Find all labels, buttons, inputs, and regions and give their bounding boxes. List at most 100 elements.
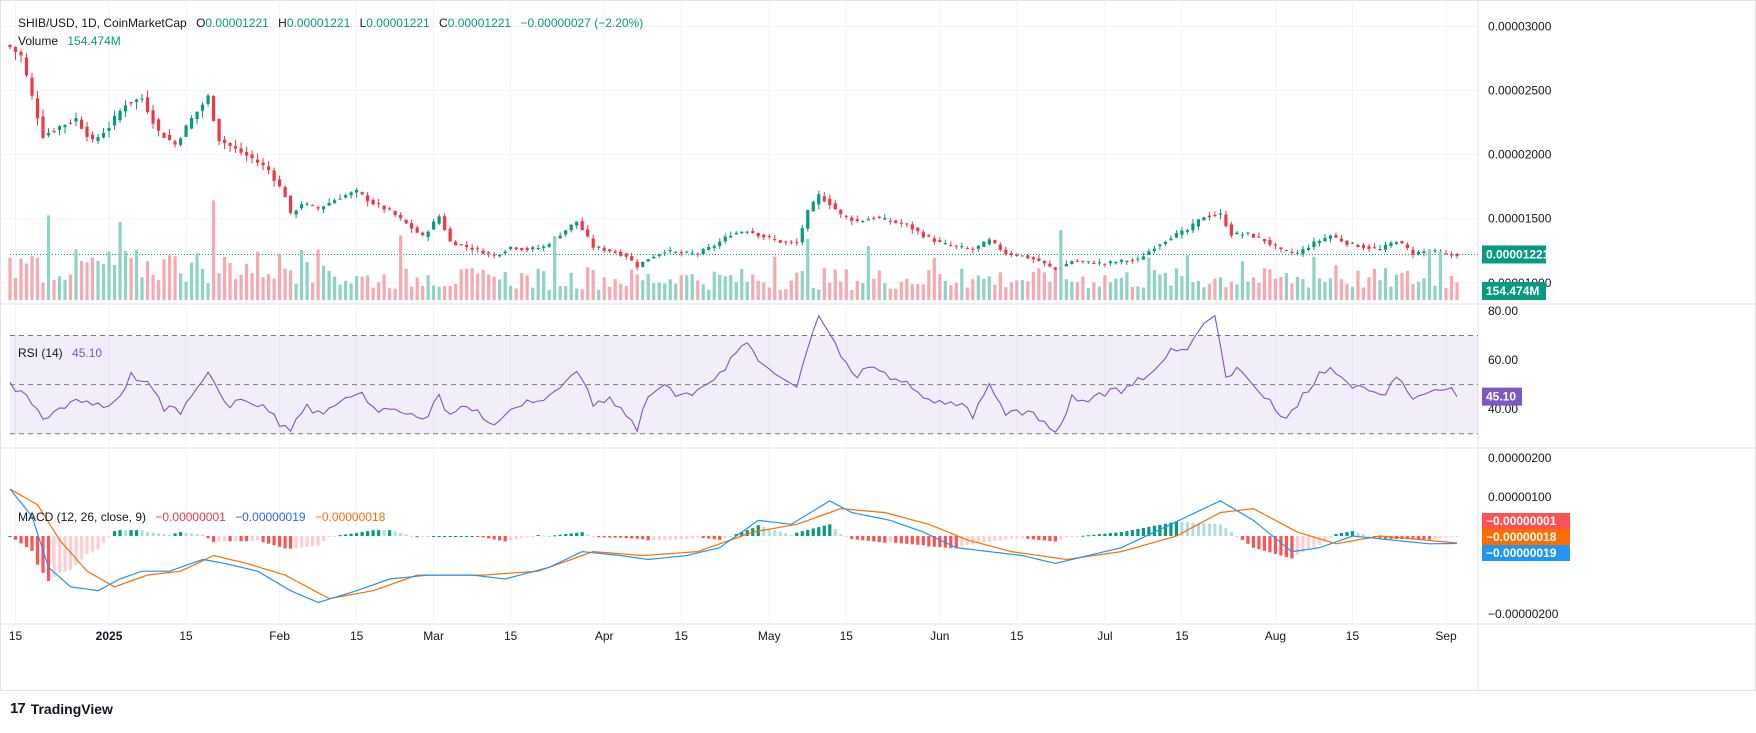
volume-bar — [228, 263, 232, 300]
volume-bar — [861, 283, 865, 300]
volume-bar — [1367, 277, 1371, 300]
candle — [718, 238, 722, 250]
candle-body — [509, 246, 513, 250]
rsi-value: 45.10 — [72, 346, 103, 360]
macd-hist-bar — [107, 536, 111, 538]
candle — [1317, 239, 1322, 247]
candle-body — [685, 251, 689, 253]
macd-line-tag-label: −0.00000019 — [1486, 546, 1557, 560]
macd-hist-bar — [894, 536, 898, 543]
volume-bar — [811, 288, 815, 300]
macd-hist-bar — [773, 530, 777, 536]
candle — [883, 213, 887, 220]
volume-bar — [1361, 287, 1366, 300]
volume-bar — [360, 276, 364, 300]
candle — [679, 249, 683, 257]
candle — [443, 213, 447, 232]
macd-hist-bar — [1141, 527, 1145, 536]
rsi-value-tag — [1482, 387, 1522, 406]
macd-hist-bar — [371, 530, 375, 536]
macd-hist-bar — [338, 535, 342, 537]
candle — [432, 219, 436, 230]
candle-body — [13, 47, 18, 53]
candle-body — [1064, 263, 1068, 267]
macd-hist-bar — [531, 536, 535, 537]
volume-bar — [1224, 287, 1228, 300]
macd-hist-bar — [817, 527, 821, 536]
candle — [151, 105, 155, 129]
candle-body — [1251, 233, 1256, 238]
candle — [1246, 232, 1250, 236]
candle — [173, 139, 177, 148]
candle — [905, 223, 909, 228]
macd-hist-bar — [646, 536, 650, 541]
volume-bar — [426, 275, 430, 300]
candle — [35, 91, 40, 126]
candle-body — [1339, 238, 1344, 242]
candle-body — [1009, 253, 1013, 256]
candle-body — [1455, 254, 1459, 256]
candle — [1229, 221, 1234, 238]
volume-bar — [189, 262, 194, 300]
macd-hist-bar — [1152, 525, 1156, 536]
macd-hist-bar — [1185, 522, 1190, 536]
candle-body — [217, 118, 221, 142]
candle — [1191, 219, 1195, 234]
candle-body — [712, 246, 716, 248]
macd-label: MACD (12, 26, close, 9) — [18, 510, 147, 524]
volume-bar — [68, 274, 73, 300]
macd-hist-bar — [591, 536, 595, 538]
candle — [63, 124, 67, 134]
macd-hist-bar — [377, 530, 381, 536]
candle — [294, 209, 298, 219]
candle — [101, 127, 106, 139]
candle — [657, 253, 661, 258]
candle-body — [1229, 224, 1234, 236]
candle — [300, 201, 304, 211]
macd-hist-bar — [1411, 536, 1415, 540]
volume-bar — [244, 263, 249, 300]
macd-hist-bar — [580, 532, 584, 536]
candle-body — [1367, 246, 1371, 249]
volume-bar — [1433, 285, 1437, 300]
volume-bar — [492, 276, 496, 300]
macd-hist-bar — [1427, 536, 1432, 540]
volume-bar — [1389, 286, 1393, 300]
volume-bar — [630, 269, 634, 300]
macd-signal-tag — [1482, 529, 1570, 545]
volume-bar — [46, 215, 51, 300]
candle-body — [1279, 247, 1283, 250]
candle — [1433, 248, 1437, 254]
candle-body — [162, 132, 166, 138]
candle-body — [745, 231, 749, 233]
volume-bar — [206, 283, 210, 300]
macd-hist-bar — [305, 536, 309, 547]
candle — [134, 98, 139, 110]
candle-body — [1328, 235, 1333, 239]
candle — [305, 201, 309, 207]
macd-hist-bar — [437, 536, 441, 537]
volume-bar — [355, 275, 359, 300]
rsi-legend: RSI (14) 45.10 — [18, 346, 102, 360]
volume-bar — [283, 268, 287, 300]
volume-bar — [322, 265, 326, 300]
macd-hist-bar — [1207, 523, 1212, 536]
macd-hist-bar — [685, 536, 689, 540]
candle-body — [586, 229, 590, 237]
candle — [894, 219, 898, 224]
candle-body — [707, 246, 711, 250]
volume-bar — [333, 276, 337, 300]
macd-hist-bar — [1114, 532, 1118, 536]
macd-hist-bar — [806, 529, 810, 536]
candle-body — [646, 259, 650, 262]
candle — [415, 225, 419, 233]
candle-body — [795, 242, 799, 244]
volume-bar — [1422, 278, 1426, 300]
volume-bar — [63, 279, 67, 300]
candle — [542, 244, 546, 252]
macd-hist-bar — [1290, 536, 1294, 559]
tradingview-logo[interactable]: 17 TradingView — [10, 700, 113, 717]
macd-hist-bar — [344, 534, 348, 536]
candle-body — [1152, 248, 1156, 252]
candle-body — [30, 77, 34, 96]
